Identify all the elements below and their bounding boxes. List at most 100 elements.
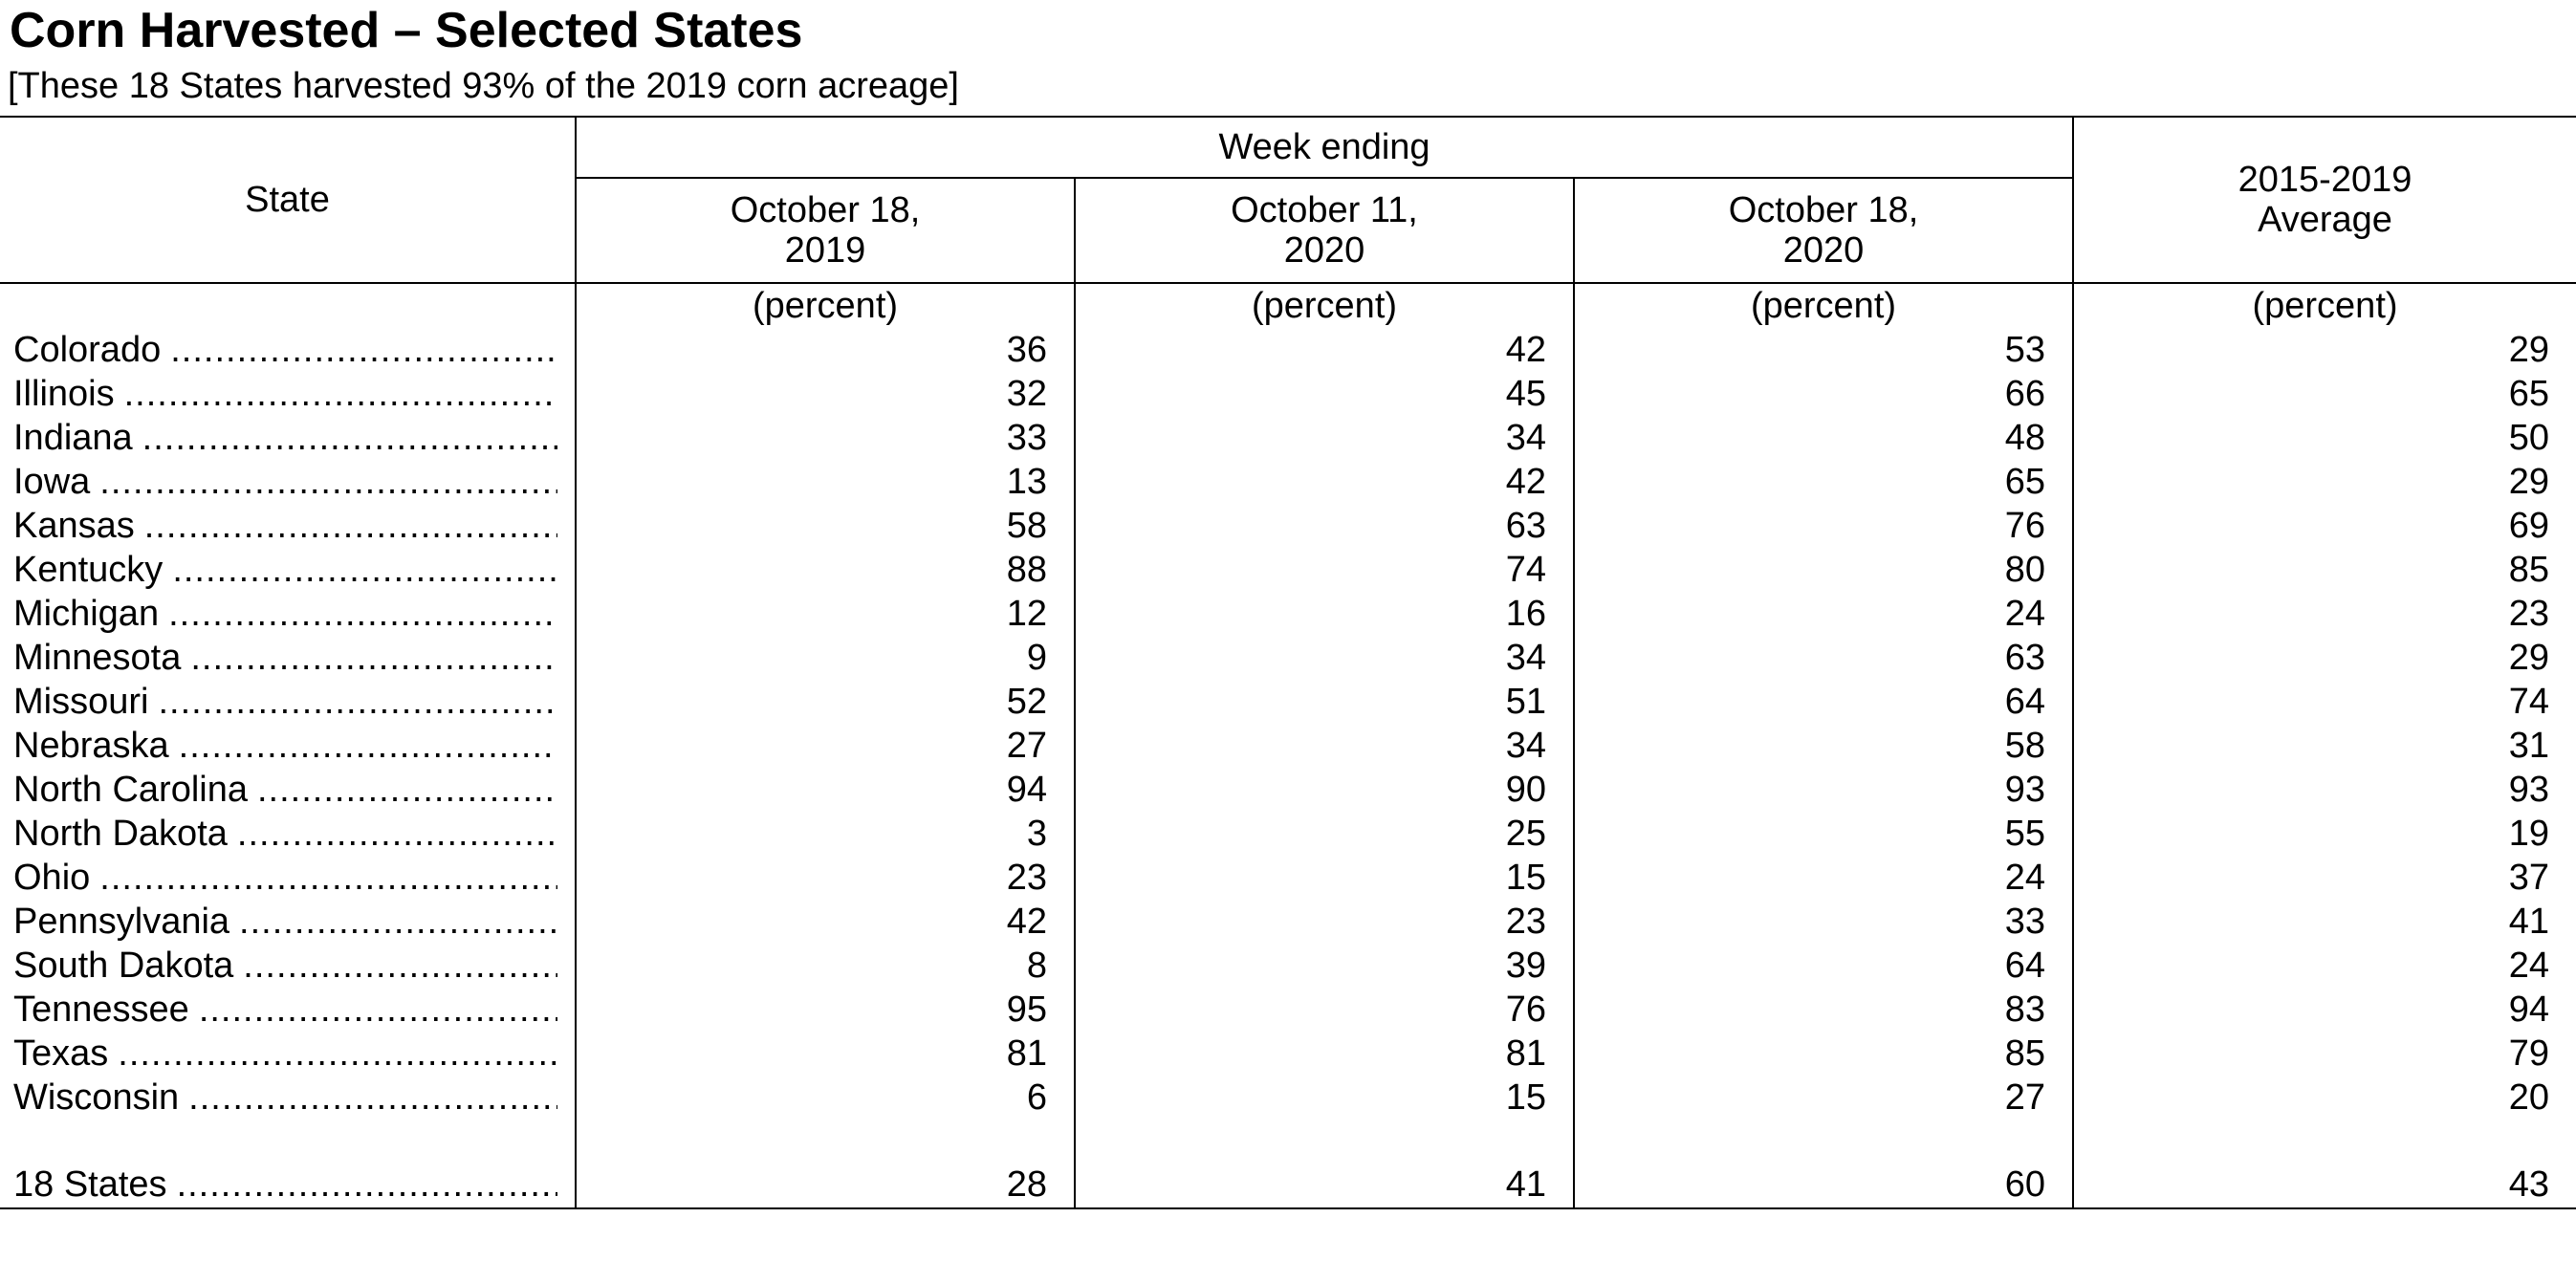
dot-leader — [243, 944, 557, 988]
state-name-cell: Texas — [0, 1032, 576, 1076]
value-cell: 85 — [2072, 548, 2576, 592]
state-name-cell: Indiana — [0, 416, 576, 460]
average-header-line2: Average — [2258, 200, 2392, 240]
value-cell: 65 — [2072, 372, 2576, 416]
value-cell: 32 — [575, 372, 1075, 416]
unit-label: (percent) — [1573, 283, 2073, 328]
value-cell: 42 — [1074, 328, 1574, 372]
value-cell: 64 — [1573, 944, 2073, 988]
dot-leader — [168, 592, 557, 636]
spacer-cell — [575, 1120, 1075, 1162]
state-name-cell: South Dakota — [0, 944, 576, 988]
value-cell: 31 — [2072, 724, 2576, 768]
value-cell: 83 — [1573, 988, 2073, 1032]
value-cell: 45 — [1074, 372, 1574, 416]
date-column-header: October 11, 2020 — [1074, 178, 1574, 284]
table-body: (percent) (percent) (percent) (percent) … — [0, 283, 2576, 1209]
value-cell: 28 — [575, 1162, 1075, 1209]
state-name: Minnesota — [13, 638, 182, 678]
value-cell: 29 — [2072, 460, 2576, 504]
dot-leader — [199, 988, 557, 1032]
state-name: Nebraska — [13, 726, 169, 766]
table-row: North Carolina94909393 — [0, 768, 2576, 812]
value-cell: 51 — [1074, 680, 1574, 724]
value-cell: 12 — [575, 592, 1075, 636]
state-name-cell: Minnesota — [0, 636, 576, 680]
state-name-cell: Kentucky — [0, 548, 576, 592]
state-name: Kansas — [13, 506, 135, 546]
value-cell: 81 — [575, 1032, 1075, 1076]
value-cell: 64 — [1573, 680, 2073, 724]
date-header-line1: October 18, — [1728, 190, 1919, 230]
value-cell: 63 — [1074, 504, 1574, 548]
value-cell: 27 — [1573, 1076, 2073, 1120]
value-cell: 88 — [575, 548, 1075, 592]
state-name-cell: Colorado — [0, 328, 576, 372]
week-ending-header: Week ending — [575, 116, 2073, 179]
state-name: 18 States — [13, 1164, 167, 1205]
spacer-cell — [1074, 1120, 1574, 1162]
state-name: Tennessee — [13, 989, 189, 1030]
value-cell: 58 — [1573, 724, 2073, 768]
dot-leader — [118, 1032, 557, 1076]
value-cell: 33 — [1573, 900, 2073, 944]
state-name-cell: Tennessee — [0, 988, 576, 1032]
dot-leader — [142, 416, 557, 460]
state-name: Colorado — [13, 330, 162, 370]
page-title: Corn Harvested – Selected States — [10, 3, 803, 58]
value-cell: 93 — [2072, 768, 2576, 812]
state-name: North Carolina — [13, 770, 248, 810]
date-header-line1: October 11, — [1231, 190, 1418, 230]
dot-leader — [237, 812, 557, 856]
value-cell: 20 — [2072, 1076, 2576, 1120]
value-cell: 74 — [2072, 680, 2576, 724]
value-cell: 66 — [1573, 372, 2073, 416]
state-name-cell: Michigan — [0, 592, 576, 636]
state-name-cell: 18 States — [0, 1162, 576, 1209]
dot-leader — [257, 768, 557, 812]
dot-leader — [99, 460, 557, 504]
value-cell: 9 — [575, 636, 1075, 680]
dot-leader — [99, 856, 557, 900]
state-name-cell: Nebraska — [0, 724, 576, 768]
state-name: Wisconsin — [13, 1077, 180, 1118]
value-cell: 55 — [1573, 812, 2073, 856]
value-cell: 76 — [1074, 988, 1574, 1032]
value-cell: 85 — [1573, 1032, 2073, 1076]
value-cell: 41 — [2072, 900, 2576, 944]
unit-label: (percent) — [1074, 283, 1574, 328]
value-cell: 29 — [2072, 328, 2576, 372]
value-cell: 69 — [2072, 504, 2576, 548]
value-cell: 8 — [575, 944, 1075, 988]
value-cell: 90 — [1074, 768, 1574, 812]
units-cell-state — [0, 283, 576, 328]
dot-leader — [188, 1076, 557, 1120]
dot-leader — [170, 328, 557, 372]
average-header-line1: 2015-2019 — [2238, 160, 2412, 200]
spacer-cell — [0, 1120, 576, 1162]
value-cell: 74 — [1074, 548, 1574, 592]
state-name-cell: Wisconsin — [0, 1076, 576, 1120]
harvest-table: State Week ending 2015-2019 Average Octo… — [0, 116, 2576, 1209]
dot-leader — [177, 1163, 557, 1207]
value-cell: 48 — [1573, 416, 2073, 460]
state-name: Ohio — [13, 858, 91, 898]
value-cell: 34 — [1074, 416, 1574, 460]
value-cell: 16 — [1074, 592, 1574, 636]
date-header-line2: 2020 — [1782, 230, 1865, 271]
dot-leader — [144, 504, 557, 548]
value-cell: 23 — [575, 856, 1075, 900]
date-header-line2: 2019 — [784, 230, 866, 271]
dot-leader — [190, 636, 557, 680]
dot-leader — [158, 680, 557, 724]
